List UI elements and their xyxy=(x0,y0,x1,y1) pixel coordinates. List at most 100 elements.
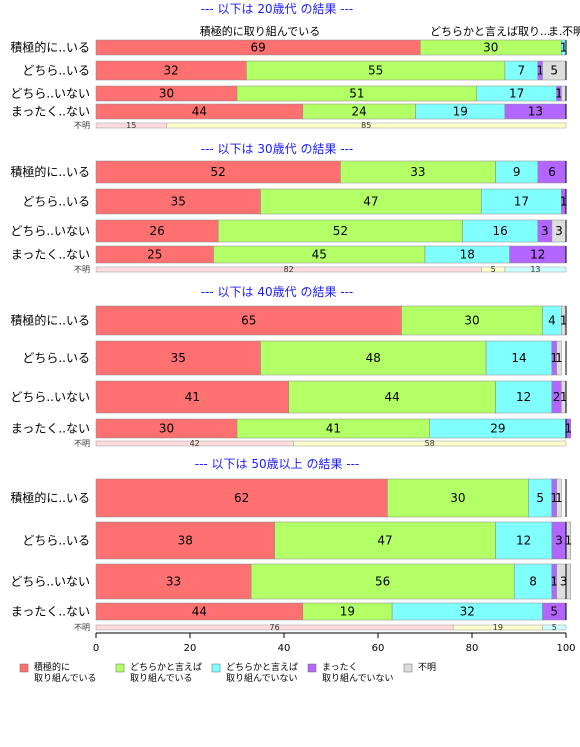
data-label: 1 xyxy=(550,491,558,505)
data-label: 1 xyxy=(565,534,573,548)
data-label: 30 xyxy=(450,491,465,505)
data-label: 1 xyxy=(560,41,568,55)
category-label: どちら..いない xyxy=(10,575,90,589)
count-label: 5 xyxy=(552,623,557,632)
legend-label: 取り組んでいる xyxy=(34,672,97,684)
data-label: 1 xyxy=(555,351,563,365)
bar-segment xyxy=(485,340,553,376)
bar-segment xyxy=(260,188,482,215)
legend-label: まったく xyxy=(322,662,358,673)
bar-segment xyxy=(556,340,562,376)
data-label: 47 xyxy=(363,195,378,209)
data-label: 1 xyxy=(550,351,558,365)
legend-label: 積極的に xyxy=(34,661,70,673)
x-tick-label: 60 xyxy=(372,643,385,654)
count-label: 76 xyxy=(270,623,280,632)
data-label: 55 xyxy=(368,64,383,78)
bar-segment xyxy=(561,85,567,102)
legend-swatch xyxy=(403,663,413,673)
bar-segment xyxy=(288,380,496,414)
count-row-label: 不明 xyxy=(74,439,90,448)
data-label: 41 xyxy=(185,390,200,404)
x-tick-label: 40 xyxy=(278,643,291,654)
bar-segment xyxy=(514,563,553,600)
data-label: 12 xyxy=(530,248,545,262)
data-label: 25 xyxy=(147,248,162,262)
data-label: 17 xyxy=(509,87,524,101)
data-label: 32 xyxy=(164,64,179,78)
data-label: 26 xyxy=(149,224,164,238)
category-label: どちら..いる xyxy=(22,195,90,209)
data-label: 44 xyxy=(384,390,399,404)
count-row-label: 不明 xyxy=(74,265,90,274)
bar-segment xyxy=(556,478,562,518)
data-label: 16 xyxy=(493,224,508,238)
bar-segment xyxy=(95,305,402,336)
data-label: 30 xyxy=(464,314,479,328)
data-label: 6 xyxy=(548,165,556,179)
x-tick-label: 100 xyxy=(556,643,575,654)
data-label: 30 xyxy=(159,422,174,436)
legend-label: どちらかと言えば xyxy=(130,661,202,673)
data-label: 52 xyxy=(333,224,348,238)
bar-segment xyxy=(95,380,289,414)
count-segment xyxy=(166,122,567,129)
category-label: どちら..いない xyxy=(10,224,90,238)
legend-label: 取り組んでいる xyxy=(130,672,193,684)
x-tick-label: 0 xyxy=(93,643,99,654)
data-label: 8 xyxy=(529,575,537,589)
data-label: 17 xyxy=(514,195,529,209)
bar-segment xyxy=(495,521,553,560)
bar-segment xyxy=(556,563,571,600)
bar-segment xyxy=(95,340,261,376)
category-label: どちら..いる xyxy=(22,351,90,365)
bar-segment xyxy=(95,521,275,560)
data-label: 35 xyxy=(171,351,186,365)
data-label: 51 xyxy=(349,87,364,101)
bar-segment xyxy=(95,563,252,600)
data-label: 2 xyxy=(553,390,561,404)
data-label: 9 xyxy=(513,165,521,179)
data-label: 7 xyxy=(518,64,526,78)
data-label: 19 xyxy=(453,105,468,119)
panel-title: --- 以下は 20歳代 の結果 --- xyxy=(201,2,354,16)
data-label: 3 xyxy=(541,224,549,238)
data-label: 65 xyxy=(241,314,256,328)
category-label: まったく..ない xyxy=(11,605,90,619)
data-label: 1 xyxy=(536,64,544,78)
data-label: 3 xyxy=(555,534,563,548)
count-row-label: 不明 xyxy=(74,121,90,130)
count-label: 82 xyxy=(284,265,294,274)
data-label: 18 xyxy=(460,248,475,262)
data-label: 1 xyxy=(565,422,573,436)
data-label: 4 xyxy=(548,314,556,328)
data-label: 1 xyxy=(555,491,563,505)
data-label: 5 xyxy=(550,605,558,619)
category-label: まったく..ない xyxy=(11,422,90,436)
x-tick-label: 80 xyxy=(466,643,479,654)
category-label: 積極的に..いる xyxy=(10,40,90,55)
data-label: 30 xyxy=(483,41,498,55)
data-label: 1 xyxy=(550,575,558,589)
legend-label: 取り組んでいない xyxy=(226,672,298,684)
bar-segment xyxy=(481,188,562,215)
data-label: 45 xyxy=(312,248,327,262)
category-label: まったく..ない xyxy=(11,248,90,262)
count-label: 42 xyxy=(190,439,200,448)
category-label: どちら..いる xyxy=(22,534,90,548)
header-label: 積極的に取り組んでいる xyxy=(200,24,320,38)
x-tick-label: 20 xyxy=(184,643,197,654)
legend-swatch xyxy=(19,663,29,673)
bar-segment xyxy=(95,478,388,518)
panel-title: --- 以下は 40歳代 の結果 --- xyxy=(201,285,354,299)
data-label: 44 xyxy=(192,105,207,119)
panel-title: --- 以下は 50歳以上 の結果 --- xyxy=(195,457,360,471)
bar-segment xyxy=(387,478,529,518)
category-label: 積極的に..いる xyxy=(10,313,90,328)
data-label: 19 xyxy=(340,605,355,619)
header-label: 不明 xyxy=(562,25,580,38)
legend-swatch xyxy=(211,663,221,673)
data-label: 3 xyxy=(555,224,563,238)
legend-label: どちらかと言えば xyxy=(226,661,298,673)
